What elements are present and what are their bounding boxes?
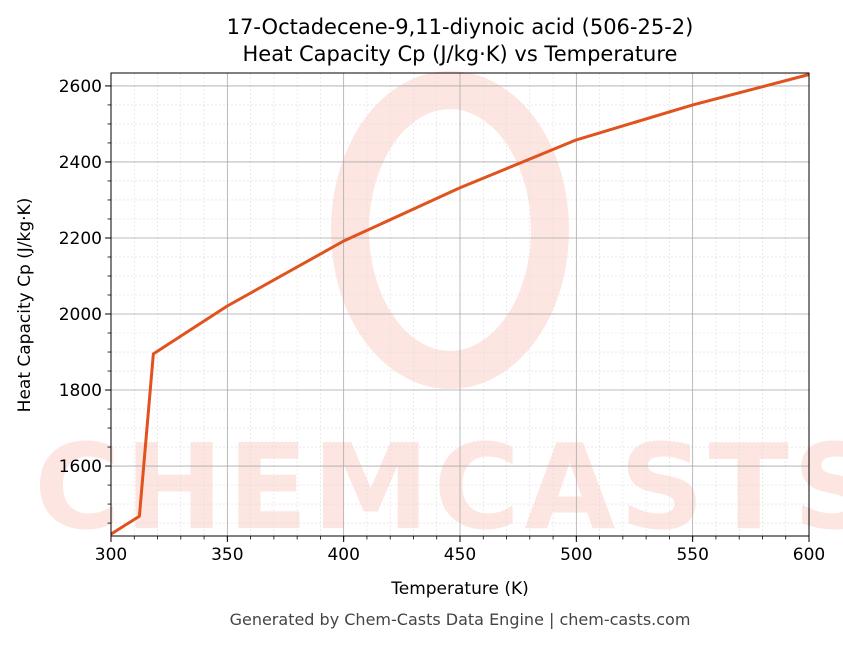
x-tick-label: 450 (444, 545, 476, 565)
svg-text:CHEMCASTS: CHEMCASTS (34, 418, 843, 556)
x-tick-label: 550 (676, 545, 708, 565)
x-tick-label: 300 (95, 545, 127, 565)
x-tick-label: 600 (793, 545, 825, 565)
x-axis-label: Temperature (K) (390, 579, 529, 599)
y-tick-label: 2200 (59, 229, 102, 249)
x-tick-label: 400 (327, 545, 359, 565)
y-tick-label: 1800 (59, 381, 102, 401)
x-tick-label: 350 (211, 545, 243, 565)
y-tick-label: 2600 (59, 77, 102, 97)
footer-credit: Generated by Chem-Casts Data Engine | ch… (230, 610, 691, 629)
y-tick-label: 1600 (59, 457, 102, 477)
chart-title-line2: Heat Capacity Cp (J/kg·K) vs Temperature (243, 42, 678, 66)
y-tick-label: 2000 (59, 305, 102, 325)
x-tick-label: 500 (560, 545, 592, 565)
chart-title-line1: 17-Octadecene-9,11-diynoic acid (506-25-… (227, 15, 694, 39)
y-tick-label: 2400 (59, 153, 102, 173)
plot-frame (110, 72, 810, 537)
chemcasts-watermark-logo: CHEMCASTS (34, 71, 843, 556)
series-line (110, 73, 810, 536)
y-axis-label: Heat Capacity Cp (J/kg·K) (15, 198, 35, 413)
